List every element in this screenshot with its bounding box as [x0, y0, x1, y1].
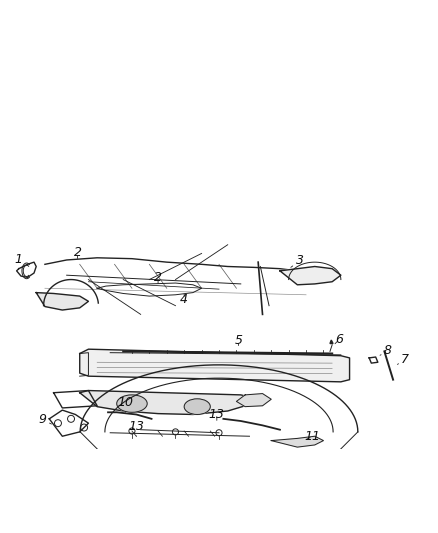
Text: 10: 10 — [117, 396, 134, 413]
Text: 13: 13 — [128, 420, 144, 436]
Text: 11: 11 — [304, 430, 321, 443]
Polygon shape — [80, 349, 350, 382]
Polygon shape — [280, 266, 341, 285]
Polygon shape — [36, 293, 88, 310]
Text: 4: 4 — [180, 293, 188, 305]
Ellipse shape — [117, 395, 147, 413]
Polygon shape — [80, 391, 254, 415]
Polygon shape — [330, 340, 333, 344]
Polygon shape — [271, 436, 323, 447]
Text: 8: 8 — [380, 344, 392, 358]
Text: 6: 6 — [335, 333, 343, 346]
Text: 2: 2 — [154, 271, 162, 284]
Text: 3: 3 — [291, 254, 304, 268]
Polygon shape — [237, 393, 271, 407]
Text: 9: 9 — [39, 413, 51, 426]
Text: 13: 13 — [209, 408, 225, 421]
Text: 2: 2 — [74, 246, 81, 259]
Ellipse shape — [184, 399, 210, 415]
Text: 1: 1 — [14, 254, 28, 266]
Text: 7: 7 — [397, 353, 409, 366]
Text: 5: 5 — [235, 334, 243, 347]
